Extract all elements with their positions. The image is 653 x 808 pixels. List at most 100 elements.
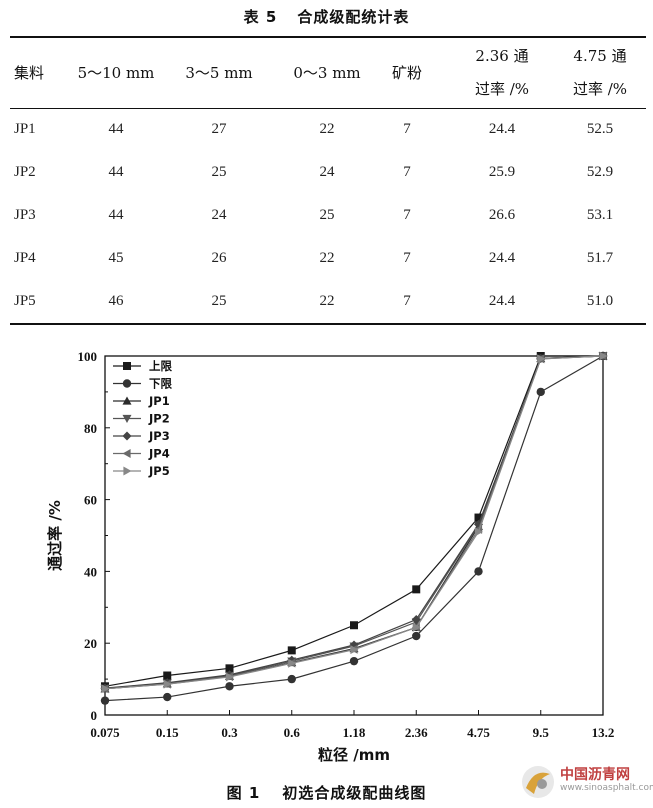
table-cell: 52.9 — [586, 164, 614, 180]
table-cell: 26.6 — [488, 207, 516, 223]
table-cell: 22 — [319, 293, 335, 309]
data-point-JP5 — [350, 645, 359, 655]
figure-caption: 图 1 初选合成级配曲线图 — [0, 782, 653, 803]
table-cell: 46 — [108, 293, 124, 309]
table-cell: 25 — [211, 164, 227, 180]
x-tick-label: 2.36 — [405, 725, 428, 740]
data-point-JP5 — [163, 679, 172, 689]
table-cell: 22 — [319, 250, 335, 266]
legend-marker-JP2 — [122, 414, 132, 423]
table-header-mineral-powder: 矿粉 — [391, 64, 422, 82]
legend-label: JP3 — [148, 429, 170, 443]
series-line-上限 — [104, 355, 603, 687]
table-cell: 45 — [108, 250, 124, 266]
table-caption: 表 5 合成级配统计表 — [0, 6, 653, 27]
table-bottom-rule — [10, 323, 646, 325]
data-point-下限 — [225, 682, 234, 691]
data-point-下限 — [349, 656, 359, 666]
data-point-JP5 — [599, 351, 608, 361]
y-tick-label: 0 — [91, 708, 98, 723]
data-point-下限 — [163, 692, 172, 702]
x-axis-label: 粒径 /mm — [318, 746, 390, 764]
table-row-label: JP2 — [14, 164, 36, 180]
table-cell: 44 — [108, 164, 124, 180]
table-cell: 24 — [211, 207, 227, 223]
table-caption-number: 表 5 — [243, 8, 278, 26]
data-point-上限 — [412, 585, 421, 594]
legend-label: 下限 — [149, 377, 172, 391]
legend-label: JP4 — [148, 447, 170, 461]
table-header-3-5mm: 3～5 mm — [185, 64, 253, 82]
site-watermark: 中国沥青网 www.sinoasphalt.com — [520, 762, 653, 802]
y-tick-label: 100 — [78, 349, 98, 364]
series-line-JP4 — [104, 355, 604, 690]
data-point-下限 — [536, 387, 545, 397]
table-cell: 53.1 — [586, 207, 614, 223]
table-cell: 24.4 — [488, 250, 516, 266]
table-cell: 24.4 — [488, 293, 516, 309]
data-point-上限 — [225, 664, 234, 673]
table-cell: 25 — [319, 207, 335, 223]
table-row-label: JP1 — [14, 121, 36, 137]
watermark-text: 中国沥青网 — [560, 767, 630, 783]
data-point-上限 — [350, 621, 358, 630]
table-cell: 51.0 — [586, 293, 614, 309]
table-header-5-10mm: 5～10 mm — [77, 64, 155, 82]
data-point-上限 — [163, 671, 172, 680]
legend-label: 上限 — [149, 359, 172, 373]
series-line-JP1 — [104, 355, 604, 690]
table-header-aggregate: 集料 — [14, 64, 45, 82]
table-row-label: JP5 — [14, 293, 36, 309]
table-cell: 26 — [211, 250, 227, 266]
table-header-236-line2: 过率 /% — [474, 80, 530, 98]
table-top-rule — [10, 36, 646, 38]
series-line-JP2 — [104, 355, 604, 690]
data-point-上限 — [474, 513, 483, 522]
legend-label: JP5 — [148, 464, 170, 478]
table-header-0-3mm: 0～3 mm — [293, 64, 361, 82]
table-header-236-line1: 2.36 通 — [475, 47, 529, 65]
x-tick-label: 0.075 — [90, 725, 120, 740]
table-row-label: JP4 — [14, 250, 36, 266]
x-tick-label: 0.3 — [221, 725, 238, 740]
x-tick-label: 0.6 — [284, 725, 301, 740]
data-point-JP5 — [537, 354, 546, 364]
table-cell: 24.4 — [488, 121, 516, 137]
table-header-rule — [10, 108, 646, 109]
figure-caption-text: 初选合成级配曲线图 — [282, 784, 427, 802]
data-point-JP5 — [225, 672, 234, 682]
y-tick-label: 80 — [84, 421, 97, 436]
data-point-下限 — [100, 696, 110, 705]
series-line-JP5 — [104, 355, 604, 690]
data-point-JP5 — [101, 684, 110, 694]
legend-label: JP1 — [148, 394, 170, 408]
legend-marker-JP4 — [122, 449, 131, 458]
y-tick-label: 20 — [84, 636, 97, 651]
y-tick-label: 60 — [84, 493, 97, 508]
data-point-JP5 — [412, 622, 421, 632]
table-cell: 7 — [403, 164, 411, 180]
table-cell: 7 — [403, 293, 411, 309]
data-point-下限 — [287, 674, 296, 684]
table-caption-text: 合成级配统计表 — [297, 8, 410, 26]
legend-label: JP2 — [148, 412, 170, 426]
table-cell: 52.5 — [586, 121, 614, 137]
figure-caption-number: 图 1 — [226, 784, 261, 802]
table-cell: 24 — [319, 164, 335, 180]
data-point-JP5 — [288, 658, 297, 668]
legend-marker-JP3 — [122, 431, 132, 441]
watermark-url: www.sinoasphalt.com — [560, 783, 653, 793]
series-line-JP3 — [104, 355, 604, 689]
table-cell: 25.9 — [488, 164, 516, 180]
data-point-下限 — [474, 567, 483, 576]
gradation-chart: 0 20 40 60 80 100 0.075 0.15 0.3 0.6 1.18 2.36 4.75 9… — [46, 349, 614, 764]
x-tick-label: 1.18 — [343, 725, 366, 740]
legend-marker-上限 — [123, 362, 131, 370]
x-tick-label: 9.5 — [533, 725, 550, 740]
y-axis-label: 通过率 /% — [46, 500, 64, 571]
x-tick-label: 0.15 — [156, 725, 179, 740]
table-header-475-line1: 4.75 通 — [573, 47, 627, 65]
table-cell: 7 — [403, 207, 411, 223]
table-cell: 7 — [403, 121, 411, 137]
data-point-上限 — [287, 646, 296, 655]
